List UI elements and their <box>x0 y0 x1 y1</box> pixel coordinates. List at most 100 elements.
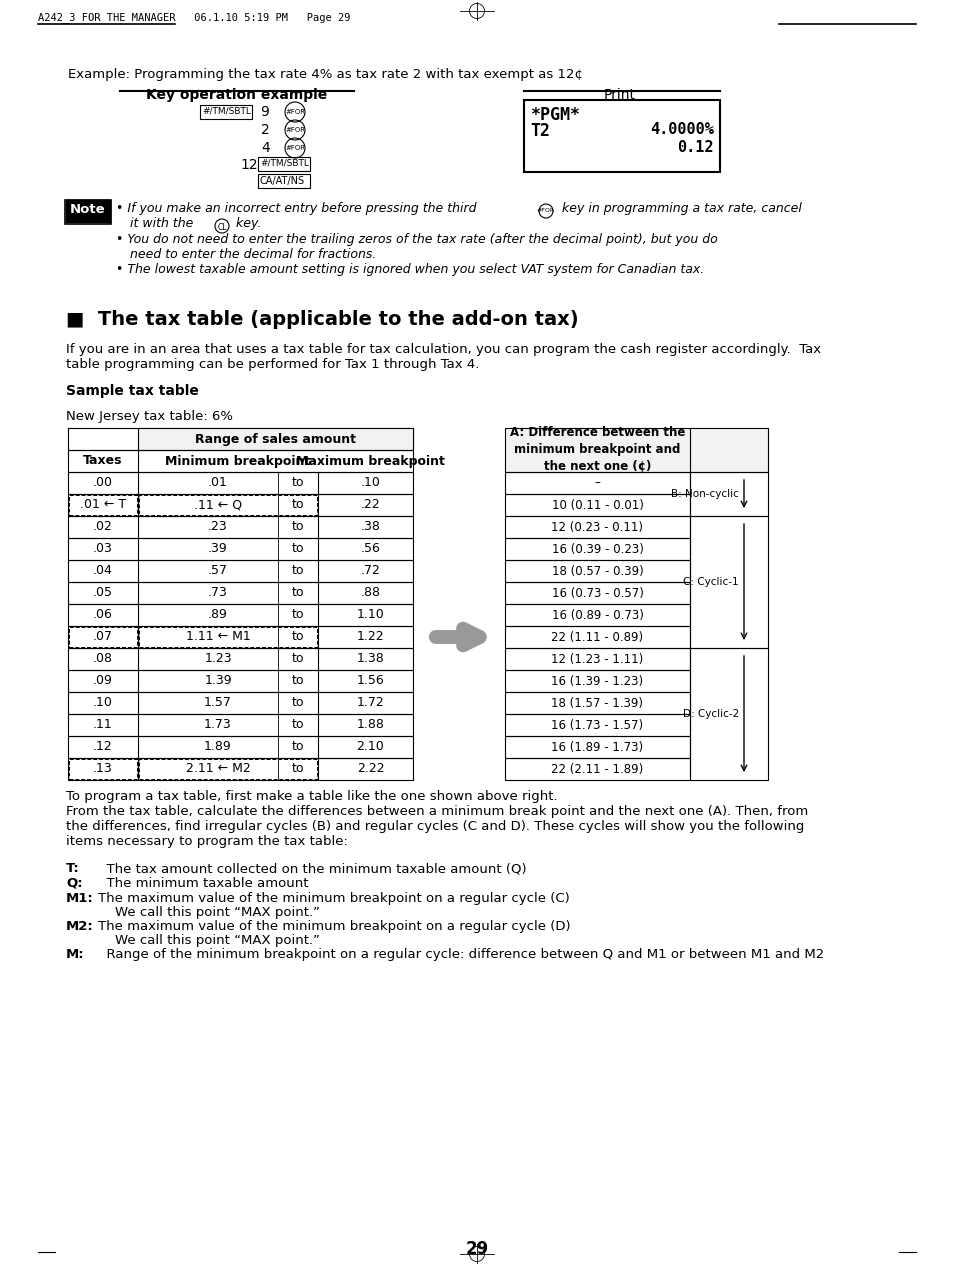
Text: .73: .73 <box>208 586 228 599</box>
Bar <box>257 157 310 171</box>
Text: Sample tax table: Sample tax table <box>66 384 198 398</box>
Text: The minimum taxable amount: The minimum taxable amount <box>98 877 308 890</box>
Text: .89: .89 <box>208 608 228 622</box>
Text: .11 ← Q: .11 ← Q <box>193 498 242 512</box>
Bar <box>68 560 413 581</box>
Text: .01 ← T: .01 ← T <box>80 498 126 512</box>
Bar <box>689 648 767 780</box>
Text: T:: T: <box>66 862 80 875</box>
Text: to: to <box>292 542 304 555</box>
Text: 1.22: 1.22 <box>356 631 384 643</box>
Text: to: to <box>292 675 304 688</box>
Text: Print: Print <box>603 88 636 102</box>
Text: 18 (0.57 - 0.39): 18 (0.57 - 0.39) <box>551 565 642 578</box>
Text: We call this point “MAX point.”: We call this point “MAX point.” <box>98 906 319 919</box>
Text: The tax amount collected on the minimum taxable amount (Q): The tax amount collected on the minimum … <box>98 862 526 875</box>
Text: 4: 4 <box>261 142 270 155</box>
Text: 1.73: 1.73 <box>204 718 232 732</box>
Text: 18 (1.57 - 1.39): 18 (1.57 - 1.39) <box>551 696 643 709</box>
Bar <box>68 516 413 538</box>
Bar <box>504 581 689 604</box>
Text: A242_3 FOR THE MANAGER   06.1.10 5:19 PM   Page 29: A242_3 FOR THE MANAGER 06.1.10 5:19 PM P… <box>38 11 350 23</box>
Bar <box>200 105 252 119</box>
Text: Range of sales amount: Range of sales amount <box>194 432 355 445</box>
Text: We call this point “MAX point.”: We call this point “MAX point.” <box>98 934 319 947</box>
Bar <box>69 758 137 779</box>
Text: .05: .05 <box>92 586 112 599</box>
Bar <box>504 626 689 648</box>
Text: 1.10: 1.10 <box>356 608 384 622</box>
Text: 1.57: 1.57 <box>204 696 232 709</box>
Bar <box>68 494 413 516</box>
Text: A: Difference between the
minimum breakpoint and
the next one (¢): A: Difference between the minimum breakp… <box>509 426 684 474</box>
Text: 1.11 ← M1: 1.11 ← M1 <box>186 631 250 643</box>
Text: From the tax table, calculate the differences between a minimum break point and : From the tax table, calculate the differ… <box>66 805 807 818</box>
Text: to: to <box>292 741 304 753</box>
Text: 1.39: 1.39 <box>204 675 232 688</box>
Text: it with the: it with the <box>130 217 197 230</box>
Text: 2.10: 2.10 <box>356 741 384 753</box>
Text: .23: .23 <box>208 521 228 533</box>
Text: .57: .57 <box>208 565 228 578</box>
Text: .02: .02 <box>93 521 112 533</box>
Text: 22 (2.11 - 1.89): 22 (2.11 - 1.89) <box>551 762 643 776</box>
Text: 12 (0.23 - 0.11): 12 (0.23 - 0.11) <box>551 521 643 533</box>
Text: Range of the minimum breakpoint on a regular cycle: difference between Q and M1 : Range of the minimum breakpoint on a reg… <box>98 948 823 961</box>
Text: 9: 9 <box>260 105 269 119</box>
Text: M:: M: <box>66 948 85 961</box>
Bar <box>504 516 689 538</box>
Text: 12: 12 <box>240 158 257 172</box>
Text: .13: .13 <box>93 762 112 776</box>
Text: Q:: Q: <box>66 877 83 890</box>
Bar <box>69 627 137 647</box>
Text: .11: .11 <box>93 718 112 732</box>
Text: to: to <box>292 565 304 578</box>
Bar <box>68 670 413 691</box>
Text: #FOR: #FOR <box>285 145 305 150</box>
Text: to: to <box>292 521 304 533</box>
Text: key in programming a tax rate, cancel: key in programming a tax rate, cancel <box>558 202 801 215</box>
Text: to: to <box>292 586 304 599</box>
Bar <box>68 450 413 471</box>
Bar <box>504 604 689 626</box>
Text: to: to <box>292 631 304 643</box>
Text: CA/AT/NS: CA/AT/NS <box>260 176 305 186</box>
Text: to: to <box>292 608 304 622</box>
Bar <box>68 691 413 714</box>
Text: C: Cyclic-1: C: Cyclic-1 <box>682 576 739 586</box>
Text: #/TM/SBTL: #/TM/SBTL <box>260 159 309 168</box>
Text: Maximum breakpoint: Maximum breakpoint <box>295 455 444 468</box>
Text: to: to <box>292 652 304 666</box>
Bar <box>504 691 689 714</box>
Text: 16 (0.73 - 0.57): 16 (0.73 - 0.57) <box>551 586 642 599</box>
Bar <box>689 471 767 516</box>
Bar <box>504 538 689 560</box>
Bar <box>68 538 413 560</box>
Text: #FOR: #FOR <box>285 126 305 133</box>
Text: #/TM/SBTL: #/TM/SBTL <box>202 107 251 116</box>
Text: Taxes: Taxes <box>83 455 123 468</box>
Text: .56: .56 <box>360 542 380 555</box>
Text: need to enter the decimal for fractions.: need to enter the decimal for fractions. <box>130 248 376 260</box>
Text: The maximum value of the minimum breakpoint on a regular cycle (D): The maximum value of the minimum breakpo… <box>98 920 570 933</box>
Text: 29: 29 <box>465 1240 488 1258</box>
Text: .01: .01 <box>208 477 228 489</box>
Text: 1.89: 1.89 <box>204 741 232 753</box>
Text: .00: .00 <box>92 477 112 489</box>
Text: table programming can be performed for Tax 1 through Tax 4.: table programming can be performed for T… <box>66 358 478 372</box>
Bar <box>504 714 689 736</box>
Text: The maximum value of the minimum breakpoint on a regular cycle (C): The maximum value of the minimum breakpo… <box>98 892 569 905</box>
Text: 2.11 ← M2: 2.11 ← M2 <box>186 762 250 776</box>
Text: to: to <box>292 762 304 776</box>
Bar <box>68 604 413 626</box>
Text: 4.0000%: 4.0000% <box>649 123 713 137</box>
Text: to: to <box>292 477 304 489</box>
Text: .39: .39 <box>208 542 228 555</box>
Text: items necessary to program the tax table:: items necessary to program the tax table… <box>66 836 348 848</box>
Text: 1.88: 1.88 <box>356 718 384 732</box>
Bar <box>504 648 689 670</box>
Text: to: to <box>292 498 304 512</box>
Text: 10 (0.11 - 0.01): 10 (0.11 - 0.01) <box>551 498 642 512</box>
Bar <box>68 471 413 494</box>
Bar <box>504 670 689 691</box>
